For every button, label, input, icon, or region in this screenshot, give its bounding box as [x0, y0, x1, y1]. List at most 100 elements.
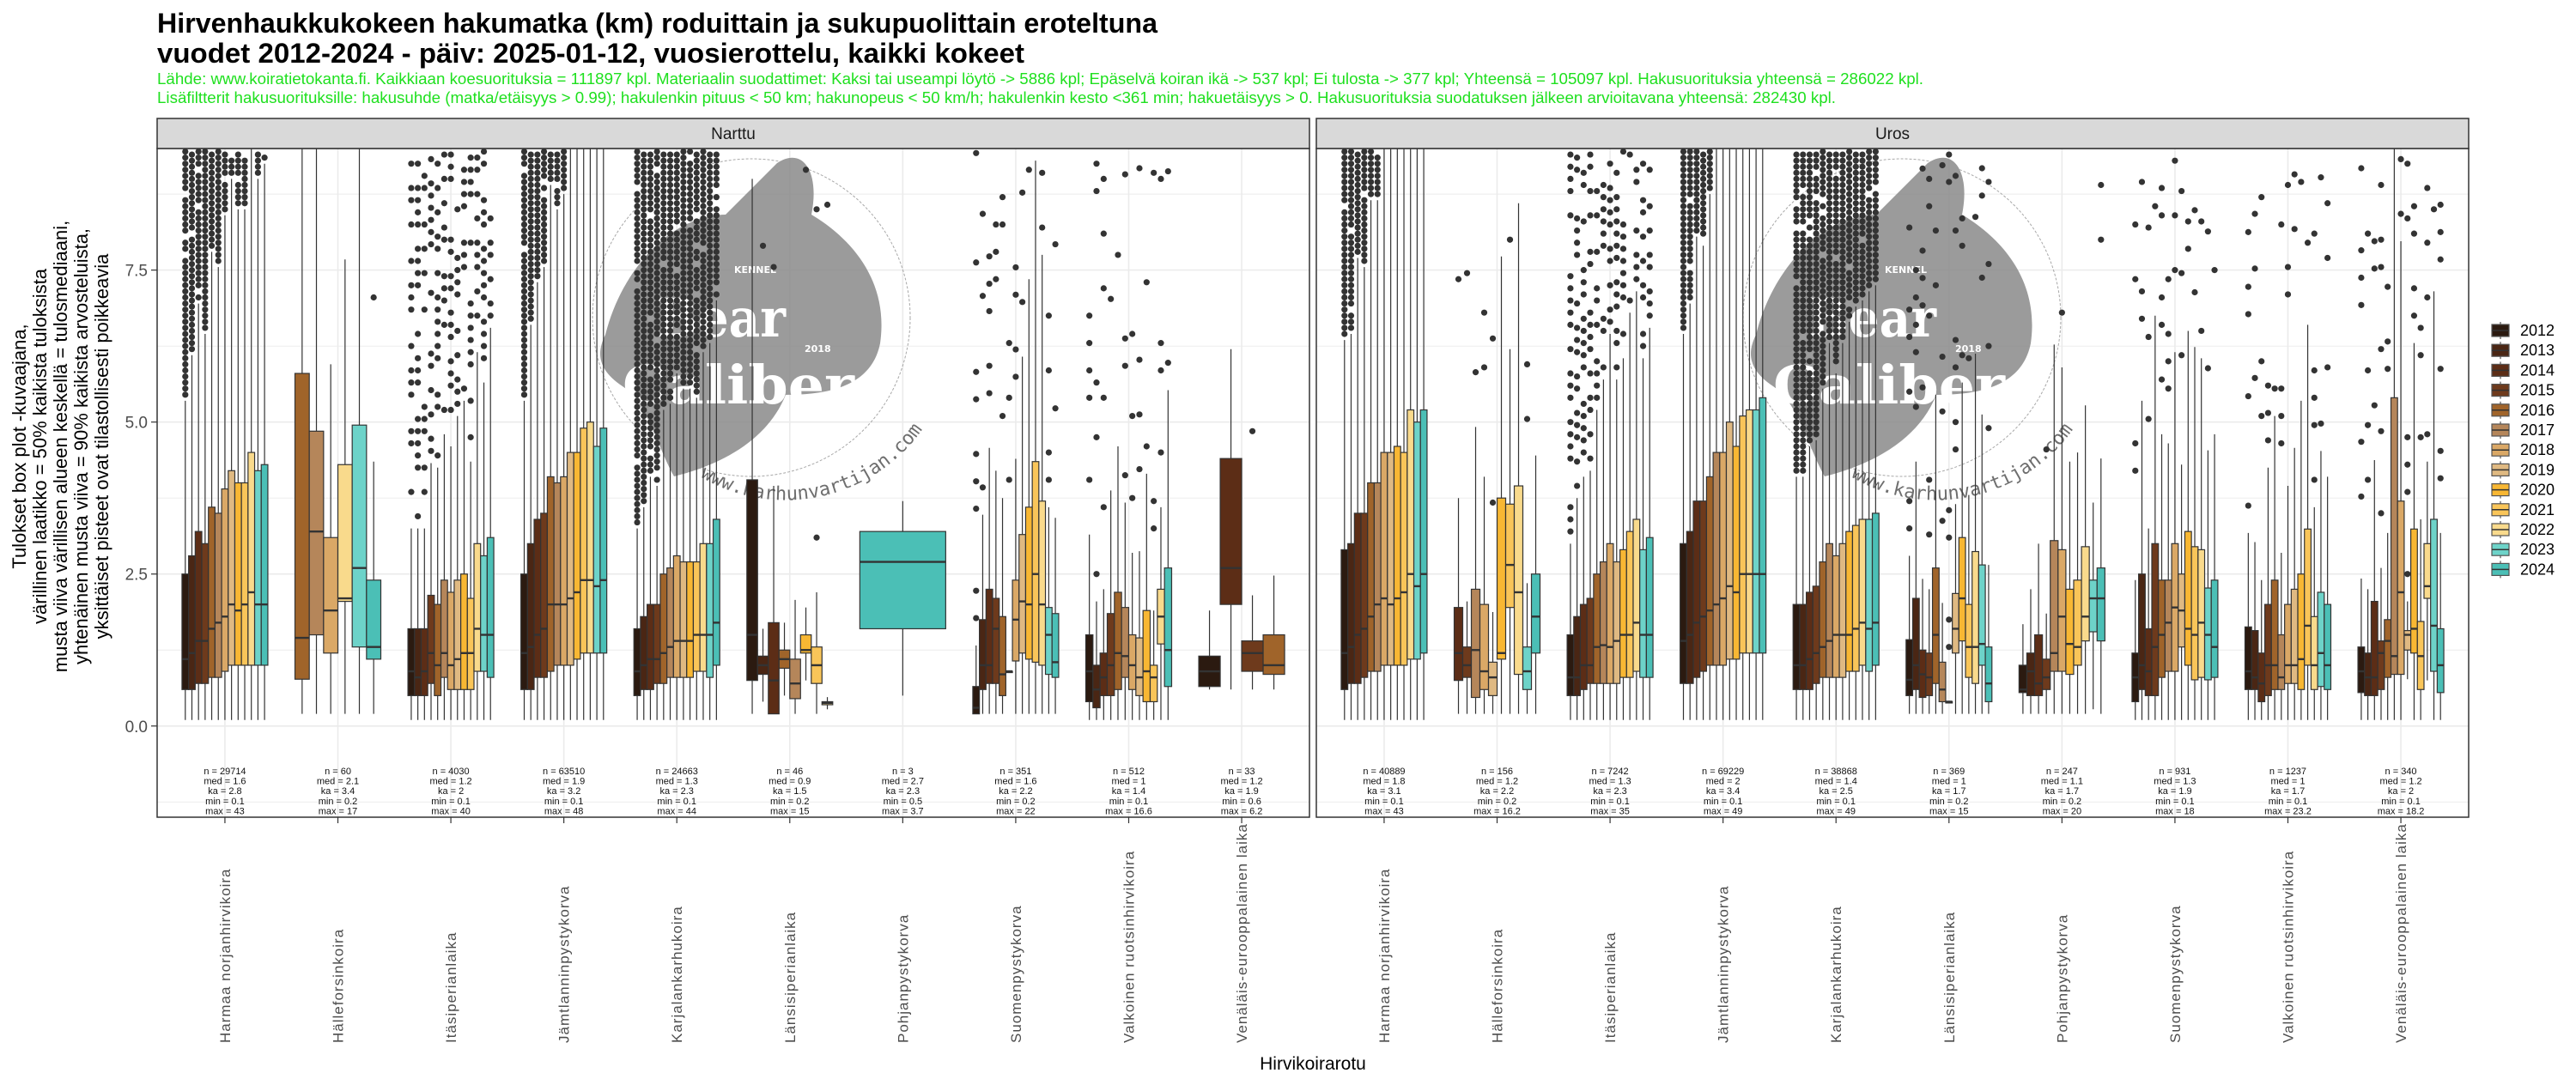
box-iqr — [1347, 543, 1355, 684]
outlier-point — [700, 318, 707, 325]
outlier-point — [686, 336, 694, 343]
outlier-point — [1341, 306, 1348, 313]
box-iqr — [2144, 627, 2153, 696]
outlier-point — [660, 175, 667, 183]
outlier-point — [1852, 157, 1859, 164]
outlier-point — [434, 403, 441, 410]
outlier-point — [713, 230, 720, 237]
box-2015 — [1699, 151, 1708, 720]
outlier-point — [1793, 321, 1800, 328]
outlier-point — [700, 336, 707, 343]
outlier-point — [660, 151, 667, 158]
outlier-point — [1633, 252, 1640, 258]
outlier-point — [1813, 309, 1820, 316]
outlier-point — [1806, 321, 1814, 328]
outlier-point — [1806, 163, 1814, 170]
outlier-point — [1587, 260, 1594, 268]
outlier-point — [713, 242, 720, 249]
outlier-point — [693, 230, 700, 237]
outlier-point — [1813, 327, 1820, 335]
outlier-point — [686, 173, 694, 179]
outlier-point — [408, 343, 415, 349]
box-iqr — [1712, 452, 1721, 666]
outlier-point — [1813, 279, 1820, 286]
outlier-point — [1839, 151, 1846, 158]
outlier-point — [454, 352, 461, 359]
outlier-point — [666, 303, 674, 310]
box-2021 — [811, 206, 823, 714]
outlier-point — [1820, 282, 1826, 288]
box-2016 — [1262, 575, 1285, 690]
outlier-point — [1820, 227, 1826, 234]
outlier-point — [234, 181, 241, 189]
outlier-point — [1852, 248, 1859, 255]
outlier-point — [1354, 187, 1361, 195]
outlier-point — [1859, 291, 1866, 298]
outlier-point — [1699, 212, 1707, 219]
outlier-point — [1866, 185, 1873, 191]
outlier-point — [1693, 221, 1700, 228]
outlier-point — [700, 203, 707, 209]
outlier-point — [653, 288, 660, 295]
outlier-point — [1845, 239, 1853, 246]
outlier-point — [370, 294, 377, 301]
legend-item-2012: 2012 — [2491, 322, 2555, 339]
outlier-point — [1839, 315, 1846, 322]
outlier-point — [1639, 258, 1647, 264]
outlier-point — [520, 306, 528, 313]
outlier-point — [1693, 179, 1700, 185]
outlier-point — [215, 148, 222, 155]
box-iqr — [1219, 458, 1242, 605]
outlier-point — [1820, 349, 1826, 355]
outlier-point — [2378, 427, 2385, 434]
outlier-point — [188, 321, 196, 328]
box-iqr — [526, 543, 535, 690]
box-2018 — [1479, 309, 1490, 714]
box-2012 — [1566, 151, 1575, 720]
outlier-point — [1594, 285, 1601, 292]
outlier-point — [693, 187, 700, 195]
facet-strip-label: Narttu — [711, 125, 756, 143]
box-iqr — [1413, 421, 1421, 660]
outlier-point — [666, 200, 674, 207]
outlier-point — [454, 291, 461, 298]
outlier-point — [680, 161, 687, 167]
outlier-point — [527, 194, 534, 201]
outlier-point — [634, 343, 641, 349]
group-stat-label: min = 0.1 — [1816, 797, 1856, 807]
box-iqr — [2370, 600, 2379, 696]
outlier-point — [634, 355, 641, 361]
outlier-point — [1813, 297, 1820, 304]
outlier-point — [1686, 203, 1693, 209]
outlier-point — [467, 312, 474, 319]
outlier-point — [1361, 209, 1368, 215]
outlier-point — [520, 148, 528, 155]
outlier-point — [1619, 221, 1627, 228]
outlier-point — [434, 233, 441, 240]
outlier-point — [534, 267, 541, 274]
outlier-point — [540, 167, 548, 173]
outlier-point — [527, 279, 534, 286]
outlier-point — [188, 181, 196, 189]
box-2012 — [1792, 151, 1801, 720]
outlier-point — [1693, 167, 1700, 173]
outlier-point — [1852, 194, 1859, 201]
outlier-point — [680, 300, 687, 307]
outlier-point — [713, 163, 720, 170]
outlier-point — [707, 279, 714, 286]
legend-item-2019: 2019 — [2491, 461, 2555, 479]
outlier-point — [647, 364, 654, 371]
box-2024 — [486, 215, 495, 720]
outlier-point — [1341, 288, 1348, 295]
box-2016 — [659, 151, 668, 720]
outlier-point — [2371, 402, 2378, 409]
outlier-point — [1839, 194, 1846, 201]
outlier-point — [234, 187, 241, 195]
box-iqr — [2357, 646, 2366, 694]
box-iqr — [1752, 409, 1760, 654]
y-tick-label: 0.0 — [125, 718, 148, 737]
outlier-point — [415, 185, 422, 191]
outlier-point — [1341, 282, 1348, 288]
outlier-point — [1587, 309, 1594, 316]
